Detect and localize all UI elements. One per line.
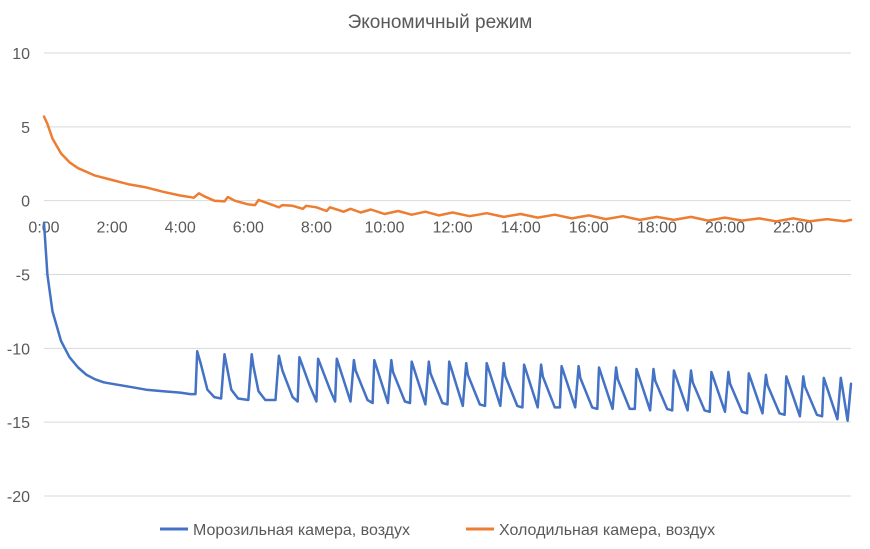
x-tick-label: 10:00	[364, 220, 404, 237]
x-tick-label: 4:00	[165, 220, 196, 237]
legend-label-fridge: Холодильная камера, воздух	[499, 522, 715, 539]
y-tick-label: 0	[21, 194, 30, 211]
legend-label-freezer: Морозильная камера, воздух	[193, 522, 410, 539]
chart-title: Экономичный режим	[348, 12, 533, 33]
legend: Морозильная камера, воздух Холодильная ка…	[160, 522, 715, 539]
y-axis-tick-labels: 10 5 0 -5 -10 -15 -20	[7, 46, 30, 506]
x-tick-label: 6:00	[233, 220, 264, 237]
series-line-freezer	[42, 221, 853, 422]
x-axis-tick-labels: 0:00 2:00 4:00 6:00 8:00 10:00 12:00 14:00 16:00…	[28, 220, 813, 237]
x-tick-label: 18:00	[637, 220, 677, 237]
x-tick-label: 2:00	[97, 220, 128, 237]
grid-lines	[44, 52, 851, 497]
x-tick-label: 12:00	[433, 220, 473, 237]
y-tick-label: 10	[12, 46, 30, 63]
x-tick-label: 8:00	[301, 220, 332, 237]
x-tick-label: 20:00	[705, 220, 745, 237]
series-line-fridge	[42, 115, 853, 223]
x-tick-label: 16:00	[569, 220, 609, 237]
series-lines	[42, 115, 853, 422]
x-tick-label: 14:00	[501, 220, 541, 237]
x-tick-label: 22:00	[773, 220, 813, 237]
y-tick-label: -10	[7, 341, 30, 358]
y-tick-label: -5	[16, 268, 30, 285]
y-tick-label: -20	[7, 489, 30, 506]
y-tick-label: -15	[7, 415, 30, 432]
y-tick-label: 5	[21, 120, 30, 137]
